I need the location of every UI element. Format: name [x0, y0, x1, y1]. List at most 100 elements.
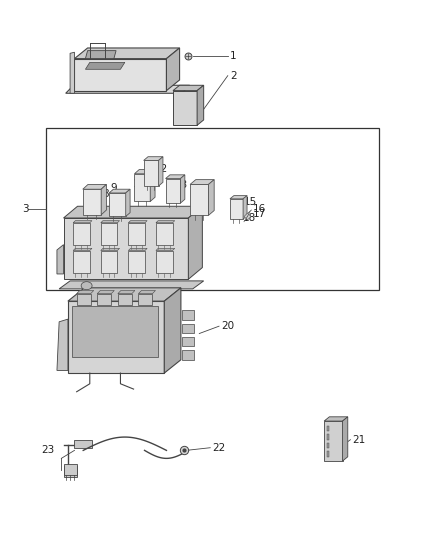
Polygon shape	[66, 85, 190, 93]
Text: 1: 1	[230, 51, 237, 61]
Polygon shape	[243, 196, 247, 219]
Text: 9: 9	[111, 183, 117, 192]
Polygon shape	[156, 223, 173, 245]
Polygon shape	[230, 199, 243, 219]
Polygon shape	[230, 196, 247, 199]
Polygon shape	[166, 179, 180, 203]
Polygon shape	[190, 180, 214, 184]
Polygon shape	[128, 223, 145, 245]
Bar	[182, 350, 194, 360]
Text: 23: 23	[42, 446, 55, 455]
Polygon shape	[166, 175, 185, 179]
Polygon shape	[190, 184, 208, 215]
Text: 13: 13	[175, 181, 188, 190]
Polygon shape	[180, 175, 185, 203]
Text: 2: 2	[230, 71, 237, 80]
Polygon shape	[144, 160, 159, 186]
Polygon shape	[118, 290, 135, 294]
Polygon shape	[64, 464, 77, 475]
Polygon shape	[156, 221, 175, 223]
Polygon shape	[109, 193, 126, 216]
Bar	[327, 434, 329, 440]
Bar	[46, 128, 379, 290]
Polygon shape	[109, 189, 130, 193]
Text: 15: 15	[244, 197, 257, 207]
Polygon shape	[164, 288, 181, 373]
Text: 3: 3	[22, 204, 28, 214]
Polygon shape	[101, 248, 120, 251]
Text: 12: 12	[155, 165, 168, 174]
Polygon shape	[73, 248, 92, 251]
Polygon shape	[70, 52, 74, 93]
Polygon shape	[156, 251, 173, 273]
Text: 17: 17	[253, 209, 266, 219]
Polygon shape	[166, 48, 180, 91]
Polygon shape	[150, 169, 155, 201]
Polygon shape	[188, 206, 202, 279]
Text: 21: 21	[353, 435, 366, 445]
Polygon shape	[156, 248, 175, 251]
Polygon shape	[159, 157, 163, 186]
Polygon shape	[68, 288, 181, 301]
Bar	[327, 426, 329, 431]
Bar	[97, 294, 111, 305]
Bar	[138, 294, 152, 305]
Polygon shape	[101, 184, 106, 215]
Bar	[64, 466, 77, 477]
Polygon shape	[134, 169, 155, 174]
Polygon shape	[74, 59, 166, 91]
Polygon shape	[74, 48, 180, 59]
Bar	[74, 440, 92, 448]
Text: 18: 18	[243, 213, 256, 223]
Polygon shape	[59, 281, 204, 289]
Bar	[327, 443, 329, 448]
Polygon shape	[73, 223, 90, 245]
Text: 8: 8	[102, 189, 109, 199]
Polygon shape	[128, 251, 145, 273]
Polygon shape	[128, 248, 147, 251]
Polygon shape	[73, 251, 90, 273]
Text: 5: 5	[123, 190, 129, 200]
Text: 11: 11	[138, 175, 152, 185]
Bar	[77, 294, 91, 305]
Bar	[327, 451, 329, 457]
Ellipse shape	[81, 281, 92, 290]
Polygon shape	[197, 85, 204, 125]
Text: 16: 16	[253, 204, 266, 214]
Polygon shape	[101, 221, 120, 223]
Polygon shape	[208, 180, 214, 215]
Polygon shape	[128, 221, 147, 223]
Polygon shape	[57, 245, 64, 274]
Text: 7: 7	[93, 196, 100, 206]
Polygon shape	[85, 51, 116, 59]
Bar	[72, 306, 158, 357]
Text: 10: 10	[133, 180, 146, 189]
Polygon shape	[68, 301, 164, 373]
Bar	[182, 310, 194, 320]
Polygon shape	[85, 62, 125, 69]
Polygon shape	[64, 218, 188, 279]
Bar	[182, 324, 194, 333]
Text: 22: 22	[212, 443, 225, 453]
Polygon shape	[83, 189, 101, 215]
Text: 6: 6	[110, 196, 117, 205]
Polygon shape	[173, 85, 204, 91]
Polygon shape	[101, 251, 117, 273]
Polygon shape	[101, 223, 117, 245]
Polygon shape	[57, 319, 68, 370]
Polygon shape	[324, 417, 348, 421]
Bar	[118, 294, 132, 305]
Polygon shape	[77, 290, 94, 294]
Text: 14: 14	[201, 187, 215, 197]
Text: 20: 20	[221, 321, 234, 331]
Polygon shape	[144, 157, 163, 160]
Bar	[182, 337, 194, 346]
Polygon shape	[73, 221, 92, 223]
Polygon shape	[343, 417, 348, 461]
Polygon shape	[126, 189, 130, 216]
Polygon shape	[64, 206, 202, 218]
Polygon shape	[324, 421, 343, 461]
Polygon shape	[97, 290, 114, 294]
Polygon shape	[134, 174, 150, 201]
Polygon shape	[173, 91, 197, 125]
